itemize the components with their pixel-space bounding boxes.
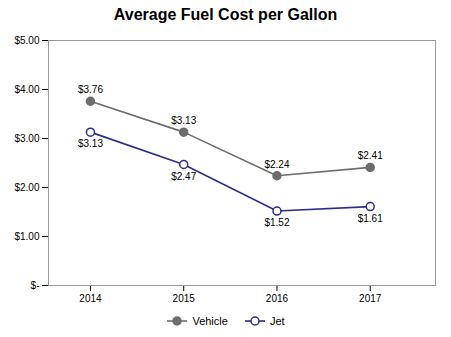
html-text:Vehicle: Vehicle [192,315,228,327]
svg-text:$2.00: $2.00 [14,182,39,193]
svg-text:2015: 2015 [173,293,196,304]
svg-text:$2.47: $2.47 [171,171,196,182]
svg-text:$5.00: $5.00 [14,35,39,46]
svg-text:$3.13: $3.13 [78,138,103,149]
svg-text:$4.00: $4.00 [14,84,39,95]
svg-text:$3.00: $3.00 [14,133,39,144]
svg-text:$3.13: $3.13 [171,115,196,126]
html-text:Average Fuel Cost per Gallon: Average Fuel Cost per Gallon [113,6,338,23]
svg-text:$2.24: $2.24 [264,159,289,170]
svg-text:$1.00: $1.00 [14,231,39,242]
svg-text:$-: $- [31,280,40,291]
svg-text:2017: 2017 [359,293,382,304]
svg-text:$1.52: $1.52 [264,217,289,228]
svg-text:2014: 2014 [79,293,102,304]
svg-text:$3.76: $3.76 [78,84,103,95]
svg-text:$2.41: $2.41 [358,150,383,161]
svg-text:$1.61: $1.61 [358,213,383,224]
html-text:Jet: Jet [269,315,285,327]
svg-text:2016: 2016 [266,293,289,304]
